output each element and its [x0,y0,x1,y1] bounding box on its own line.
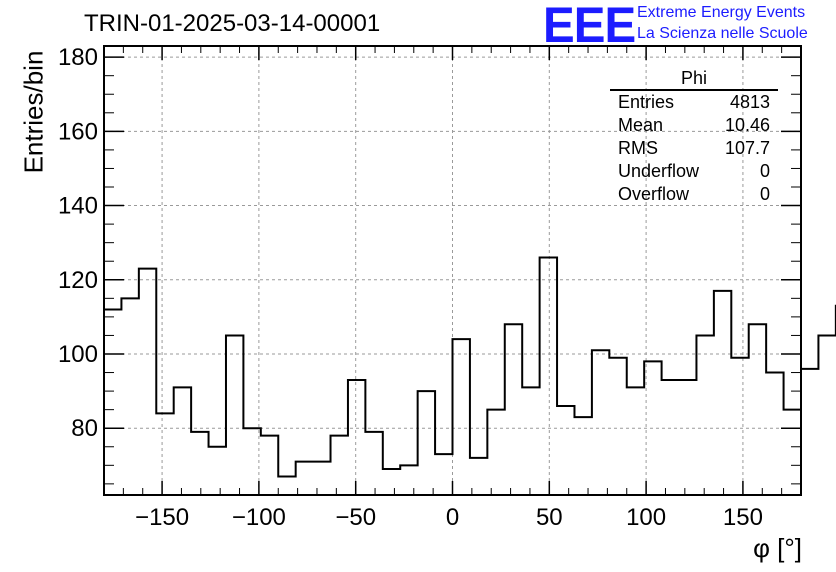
stats-title: Phi [610,67,778,91]
histogram-bin [400,465,417,495]
y-tick-label: 100 [58,341,98,368]
histogram-bin [296,462,313,495]
stats-value: 107.7 [724,138,770,158]
logo-line-1: Extreme Energy Events [637,4,806,21]
x-tick-label: −50 [335,504,376,531]
stats-label: RMS [618,138,658,158]
x-tick-label: −150 [135,504,189,531]
histogram-bin [679,380,696,495]
x-tick-label: 150 [723,504,763,531]
stats-value: 0 [759,161,770,181]
chart-title: TRIN-01-2025-03-14-00001 [84,10,381,37]
histogram-bin [418,391,435,495]
histogram-bin [383,469,400,495]
histogram-bin [522,387,539,495]
x-tick-label: 0 [446,504,459,531]
x-axis-label: φ [°] [753,533,802,563]
y-tick-label: 120 [58,267,98,294]
histogram-bin [331,436,348,495]
stats-row-overflow: Overflow 0 [610,183,778,206]
histogram-bin [487,410,504,495]
histogram-bin [592,350,609,495]
y-axis-label: Entries/bin [18,50,49,174]
stats-label: Mean [618,115,664,135]
x-tick-label: 50 [536,504,563,531]
stats-value: 10.46 [724,115,770,135]
histogram-bin [191,432,208,495]
histogram-bin [174,387,191,495]
histogram-bin [278,476,295,495]
histogram-bin [435,454,452,495]
stats-row-underflow: Underflow 0 [610,160,778,183]
histogram-bin [662,380,679,495]
histogram-bin [104,309,121,495]
stats-value: 4813 [729,92,770,112]
histogram-bin [766,373,783,495]
histogram-bin [209,447,226,495]
histogram-bin [139,269,156,495]
histogram-bin [801,369,818,495]
histogram-bin [731,358,748,495]
y-tick-label: 180 [58,44,98,71]
stats-label: Overflow [618,184,690,204]
histogram-bin [696,335,713,495]
stats-row-mean: Mean 10.46 [610,114,778,137]
histogram-bin [156,413,173,495]
histogram-bin [453,339,470,495]
stats-label: Underflow [618,161,700,181]
histogram-bin [348,380,365,495]
stats-box: Phi Entries 4813 Mean 10.46 RMS 107.7 Un… [610,67,778,206]
stats-row-rms: RMS 107.7 [610,137,778,160]
histogram-bin [365,432,382,495]
y-tick-label: 140 [58,193,98,220]
histogram-bin [505,324,522,495]
histogram-bin [557,406,574,495]
x-tick-label: 100 [626,504,666,531]
histogram-bin [784,410,801,495]
histogram-bin [627,387,644,495]
eee-logo: EEE [543,0,636,53]
histogram-bin [609,358,626,495]
histogram-bin [261,436,278,495]
logo-line-2: La Scienza nelle Scuole [637,25,808,42]
y-tick-label: 160 [58,118,98,145]
stats-label: Entries [618,92,675,112]
histogram-bin [714,291,731,495]
stats-row-entries: Entries 4813 [610,91,778,114]
histogram-bin [574,417,591,495]
histogram-bin [749,324,766,495]
stats-value: 0 [759,184,770,204]
histogram-bin [226,335,243,495]
histogram-bin [818,335,835,495]
histogram-bin [644,361,661,495]
histogram-bin [313,462,330,495]
histogram-bin [540,258,557,495]
y-tick-label: 80 [71,415,98,442]
histogram-bin [470,458,487,495]
histogram-bin [121,298,138,495]
x-tick-label: −100 [232,504,286,531]
